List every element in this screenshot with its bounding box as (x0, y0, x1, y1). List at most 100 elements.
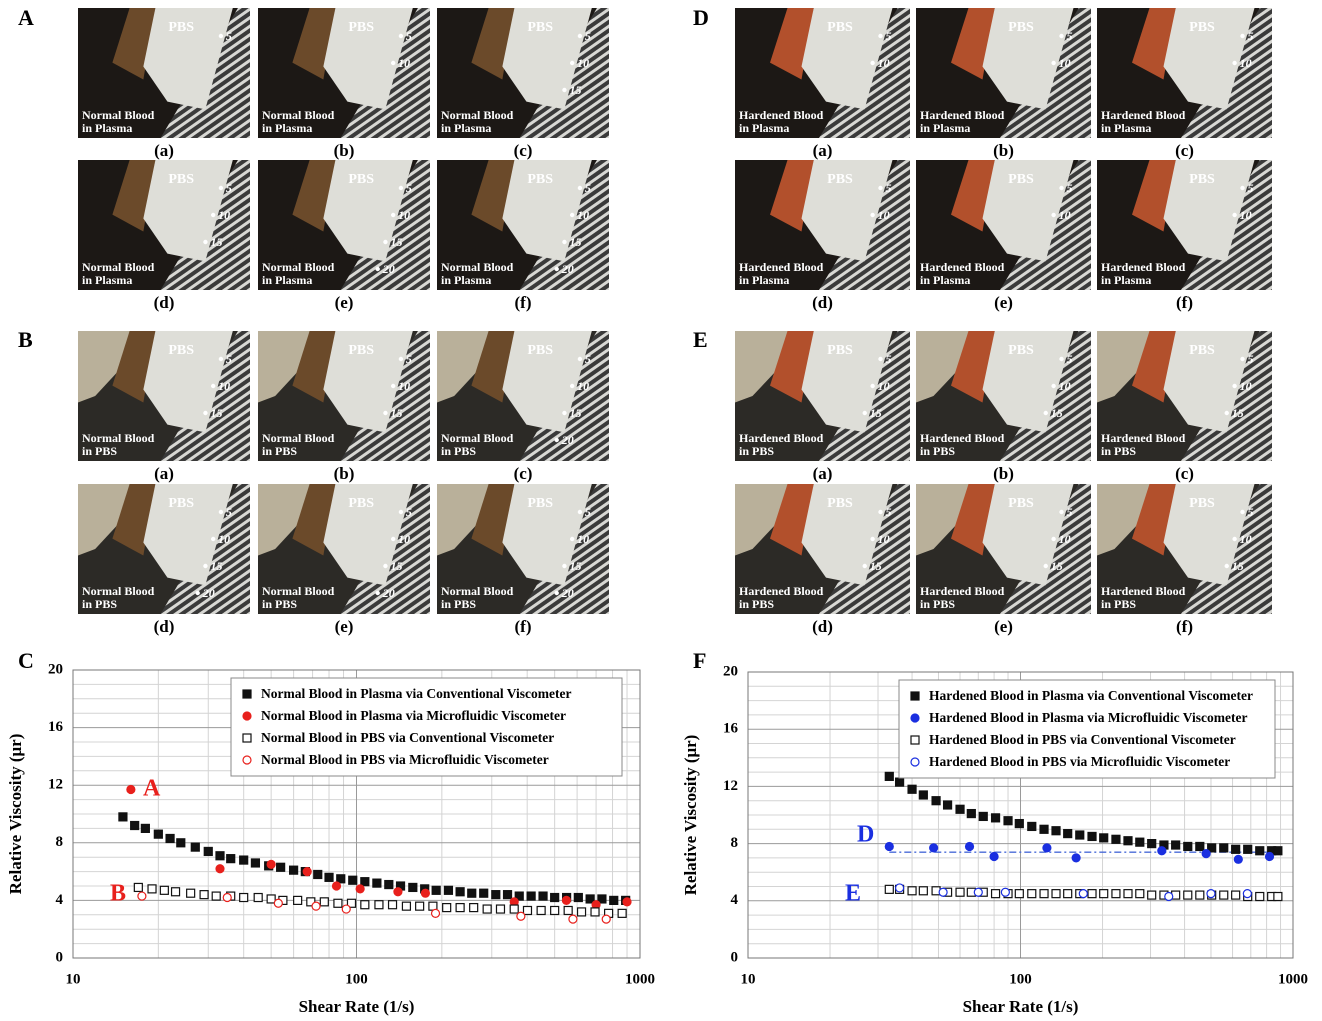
y-tick-label: 16 (48, 719, 64, 735)
scale-dot (562, 410, 567, 416)
pbs-region (982, 484, 1074, 586)
fluid-label: PBS (168, 343, 194, 358)
marker-square (1039, 889, 1049, 899)
sample-label: Normal Blood (262, 260, 335, 274)
scale-label: 5 (406, 352, 412, 366)
marker-square (226, 854, 236, 864)
scale-dot (562, 239, 567, 245)
marker-circle (622, 897, 632, 907)
y-tick-label: 20 (48, 661, 63, 677)
panel-label: D (693, 5, 709, 30)
fluid-label: PBS (1189, 496, 1215, 511)
marker-square (346, 898, 357, 908)
pbs-region (502, 8, 592, 110)
pbs-region (323, 331, 413, 433)
pbs-region (1163, 8, 1255, 110)
scale-dot (870, 60, 875, 66)
scale-label: 5 (1248, 505, 1254, 519)
fluid-label: PBS (527, 343, 553, 358)
marker-circle (1164, 891, 1174, 902)
caption: (c) (1175, 464, 1194, 483)
sample-label: Normal Blood (262, 108, 335, 122)
scale-label: 20 (382, 262, 395, 276)
marker-square (509, 904, 519, 914)
marker-square (955, 887, 965, 897)
marker-square (1219, 843, 1229, 853)
sample-label: Normal Blood (82, 108, 155, 122)
y-tick-label: 4 (731, 892, 739, 908)
scale-dot (398, 356, 404, 362)
scale-label: 10 (398, 379, 410, 393)
sample-label: in Plasma (82, 273, 132, 287)
y-tick-label: 12 (48, 777, 63, 793)
marker-square (313, 869, 323, 880)
pbs-region (1163, 331, 1255, 433)
scale-label: 15 (210, 235, 222, 249)
scale-dot (398, 33, 404, 39)
fluid-label: PBS (348, 172, 374, 187)
scale-dot (210, 536, 216, 542)
scale-label: 5 (585, 29, 591, 43)
marker-circle (516, 911, 526, 921)
scale-label: 5 (406, 505, 412, 519)
marker-square (170, 887, 181, 897)
legend-box (230, 677, 623, 777)
pbs-region (982, 160, 1074, 262)
marker-square (1219, 890, 1229, 900)
pbs-region (801, 8, 893, 110)
scale-label: 5 (1248, 181, 1254, 195)
pbs-region (323, 484, 413, 586)
marker-square (455, 902, 465, 913)
sample-label: Normal Blood (262, 584, 335, 598)
marker-square (597, 894, 607, 904)
panel-label: F (693, 648, 706, 673)
marker-square (918, 790, 928, 800)
marker-square (966, 808, 976, 819)
annotation: A (143, 776, 161, 802)
marker-square (1099, 833, 1109, 843)
marker-circle (1000, 887, 1010, 897)
sample-label: in Plasma (441, 121, 491, 135)
sample-label: Hardened Blood (920, 431, 1005, 445)
plot-frame (72, 669, 641, 959)
scale-dot (577, 185, 583, 191)
caption: (a) (813, 141, 833, 160)
pbs-region (143, 484, 233, 586)
marker-square (1135, 889, 1145, 899)
marker-square (1135, 837, 1145, 847)
scale-dot (218, 356, 224, 362)
marker-square (1171, 840, 1181, 850)
pbs-region (143, 160, 233, 262)
marker-square (1087, 889, 1097, 899)
scale-dot (1232, 60, 1237, 66)
x-axis-label: Shear Rate (1/s) (963, 997, 1079, 1016)
scale-label: 10 (577, 208, 589, 222)
pbs-region (143, 8, 233, 110)
scale-label: 10 (1059, 56, 1071, 70)
scale-dot (1051, 383, 1056, 389)
sample-label: in PBS (82, 597, 117, 611)
scale-label: 5 (226, 29, 232, 43)
scale-label: 15 (1051, 406, 1063, 420)
marker-square (573, 892, 583, 903)
marker-square (910, 735, 920, 745)
marker-circle (989, 851, 999, 862)
x-tick-label: 1000 (1278, 971, 1308, 987)
pbs-region (502, 160, 592, 262)
scale-label: 10 (577, 532, 589, 546)
marker-square (1063, 828, 1073, 839)
marker-square (1255, 891, 1265, 902)
marker-square (576, 907, 587, 917)
marker-square (333, 898, 343, 908)
marker-square (514, 891, 524, 901)
marker-circle (568, 914, 578, 924)
marker-circle (1071, 853, 1081, 863)
sample-label: in PBS (920, 597, 955, 611)
marker-circle (1233, 854, 1243, 864)
scale-dot (383, 410, 388, 416)
